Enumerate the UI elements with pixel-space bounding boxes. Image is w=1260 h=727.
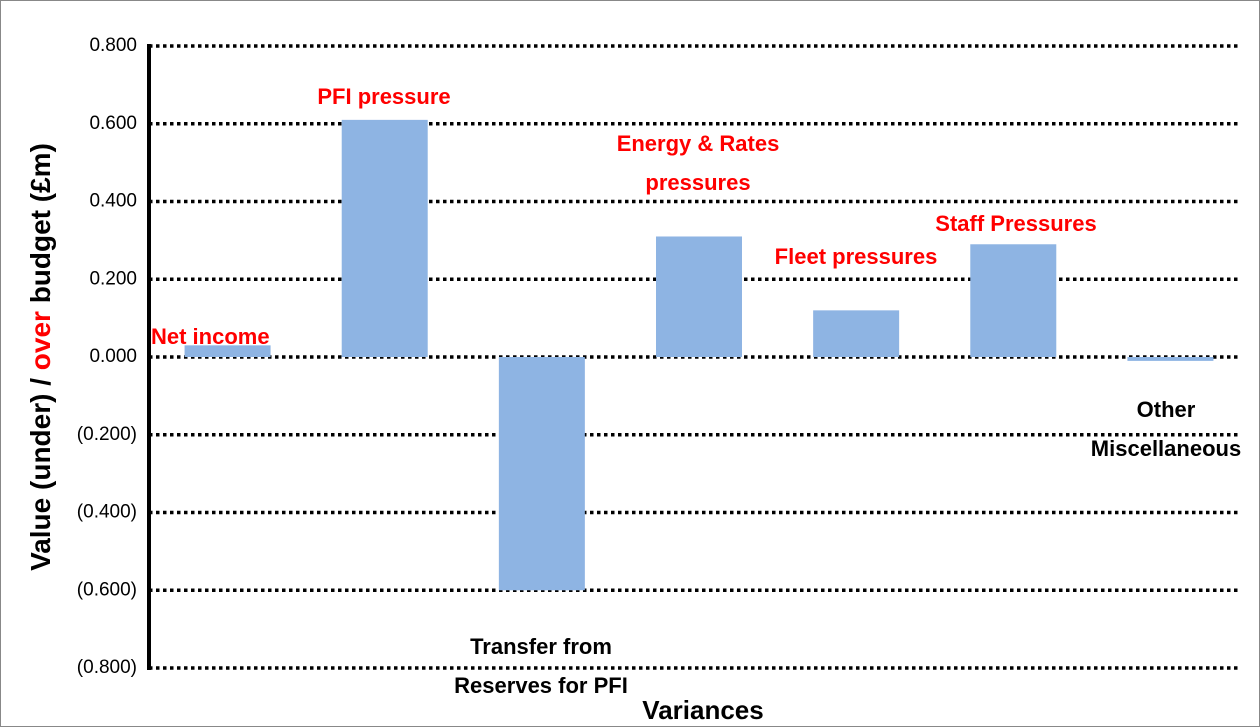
y-title-part: budget (£m) — [25, 143, 56, 311]
x-axis-title: Variances — [642, 695, 763, 725]
y-tick-label: (0.400) — [77, 502, 137, 523]
bar — [184, 345, 271, 357]
bar — [1127, 357, 1214, 361]
y-title-part: over — [25, 311, 56, 370]
category-label: Transfer from Reserves for PFI — [454, 634, 628, 698]
bar — [813, 310, 900, 357]
category-label: Energy & Rates pressures — [616, 131, 780, 195]
category-label: Net income — [151, 324, 270, 349]
y-tick-label: 0.000 — [89, 346, 137, 367]
y-tick-label: 0.800 — [89, 35, 137, 56]
category-label: PFI pressure — [317, 84, 451, 109]
y-tick-label: 0.400 — [89, 191, 137, 212]
category-label: Other Miscellaneous — [1090, 397, 1242, 461]
y-axis-title: Value (under) / over budget (£m) — [25, 143, 56, 571]
bar — [341, 119, 428, 357]
y-tick-label: (0.800) — [77, 657, 137, 678]
bar — [498, 357, 585, 591]
bar — [656, 236, 742, 357]
y-tick-label: (0.600) — [77, 579, 137, 600]
y-title-part: Value (under) / — [25, 370, 56, 571]
bar — [970, 244, 1057, 357]
category-label: Staff Pressures — [935, 211, 1097, 236]
y-tick-label: 0.600 — [89, 113, 137, 134]
category-label: Fleet pressures — [774, 244, 938, 269]
y-tick-label: 0.200 — [89, 268, 137, 289]
y-tick-label: (0.200) — [77, 424, 137, 445]
